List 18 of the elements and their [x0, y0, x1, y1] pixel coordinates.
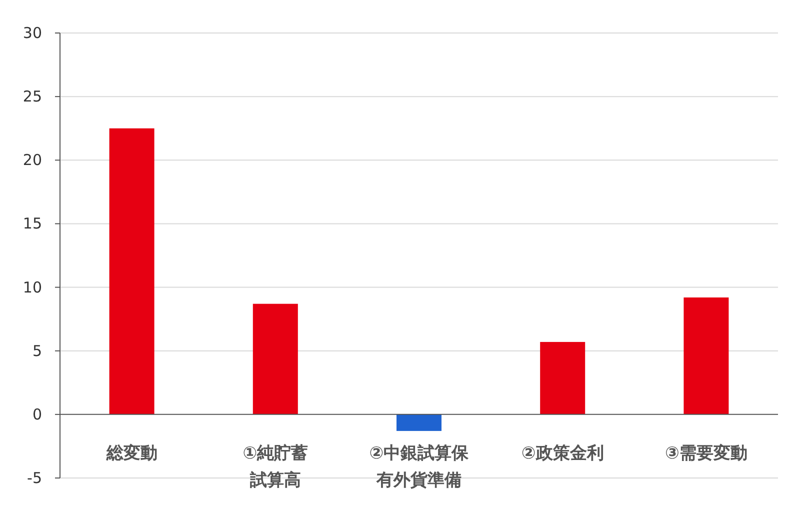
x-tick-label: 総変動	[105, 443, 158, 464]
y-tick-label: 20	[22, 151, 42, 170]
bar	[109, 128, 154, 414]
y-tick-label: 5	[32, 342, 42, 360]
y-tick-label: 10	[22, 278, 42, 296]
bar	[540, 342, 586, 414]
bar	[252, 304, 298, 414]
bar	[396, 414, 442, 431]
bar	[684, 297, 729, 414]
x-tick-label: ③需要変動	[664, 443, 748, 464]
x-tick-label: ①純貯蓄試算高	[242, 443, 308, 490]
y-tick-label: 15	[22, 214, 42, 233]
x-tick-label: ②政策金利	[521, 443, 604, 464]
y-tick-label: 0	[32, 405, 42, 424]
y-tick-label: 30	[22, 24, 42, 42]
x-tick-label: ②中銀試算保有外貨準備	[369, 443, 470, 490]
y-tick-label: -5	[27, 469, 42, 487]
y-tick-label: 25	[22, 88, 42, 106]
